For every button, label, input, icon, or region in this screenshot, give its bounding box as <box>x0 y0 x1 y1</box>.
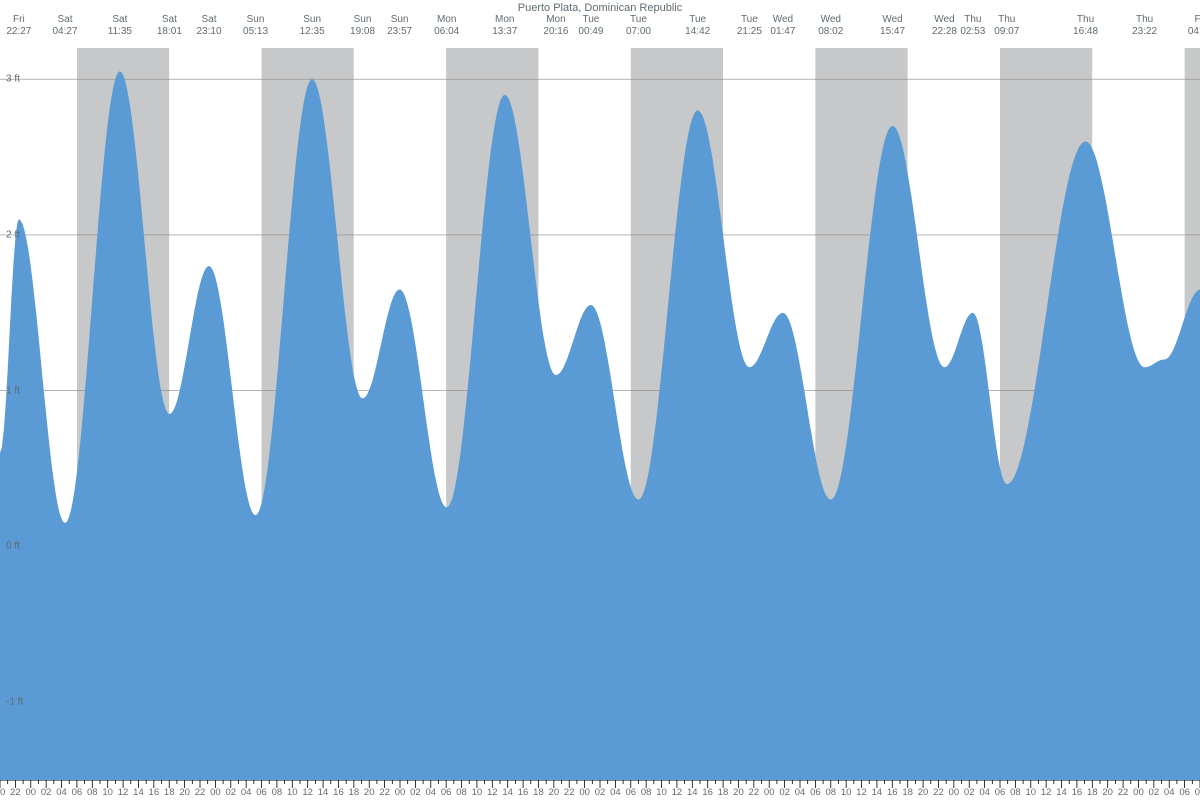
y-tick-label: 2 ft <box>6 229 20 240</box>
x-tick-label: 10 <box>1025 787 1036 798</box>
x-tick-label: 00 <box>210 787 221 798</box>
x-tick-label: 06 <box>625 787 636 798</box>
x-tick-label: 22 <box>749 787 760 798</box>
x-tick-label: 00 <box>764 787 775 798</box>
x-tick-label: 00 <box>25 787 36 798</box>
x-tick-label: 10 <box>656 787 667 798</box>
x-tick-label: 08 <box>1010 787 1021 798</box>
x-tick-label: 06 <box>995 787 1006 798</box>
x-tick-label: 02 <box>410 787 421 798</box>
x-tick-label: 02 <box>964 787 975 798</box>
x-tick-label: 20 <box>364 787 375 798</box>
x-tick-label: 12 <box>118 787 129 798</box>
x-tick-label: 02 <box>1149 787 1160 798</box>
x-tick-label: 20 <box>733 787 744 798</box>
x-tick-label: 12 <box>856 787 867 798</box>
x-tick-label: 22 <box>564 787 575 798</box>
x-tick-label: 20 <box>179 787 190 798</box>
x-tick-label: 06 <box>1179 787 1190 798</box>
x-tick-label: 00 <box>1133 787 1144 798</box>
x-tick-label: 10 <box>841 787 852 798</box>
x-tick-label: 04 <box>795 787 806 798</box>
x-tick-label: 10 <box>472 787 483 798</box>
tide-chart: Puerto Plata, Dominican Republic Fri22:2… <box>0 0 1200 800</box>
x-tick-label: 04 <box>425 787 436 798</box>
x-tick-label: 16 <box>149 787 160 798</box>
x-tick-label: 04 <box>56 787 67 798</box>
x-tick-label: 06 <box>441 787 452 798</box>
x-tick-label: 14 <box>687 787 698 798</box>
x-tick-label: 12 <box>672 787 683 798</box>
x-tick-label: 08 <box>87 787 98 798</box>
x-tick-label: 22 <box>933 787 944 798</box>
y-tick-label: -1 ft <box>6 697 23 708</box>
x-tick-label: 10 <box>287 787 298 798</box>
x-tick-label: 08 <box>825 787 836 798</box>
x-tick-label: 04 <box>1164 787 1175 798</box>
x-tick-label: 04 <box>241 787 252 798</box>
x-tick-label: 10 <box>102 787 113 798</box>
x-tick-label: 02 <box>225 787 236 798</box>
x-tick-label: 08 <box>641 787 652 798</box>
y-tick-label: 1 ft <box>6 385 20 396</box>
x-tick-label: 08 <box>272 787 283 798</box>
x-tick-label: 18 <box>164 787 175 798</box>
x-tick-label: 08 <box>456 787 467 798</box>
x-tick-label: 22 <box>379 787 390 798</box>
x-tick-label: 22 <box>10 787 21 798</box>
x-tick-label: 20 <box>1102 787 1113 798</box>
x-tick-label: 00 <box>579 787 590 798</box>
x-tick-label: 16 <box>1072 787 1083 798</box>
y-tick-label: 3 ft <box>6 74 20 85</box>
x-tick-label: 16 <box>702 787 713 798</box>
x-tick-label: 14 <box>133 787 144 798</box>
x-tick-label: 04 <box>979 787 990 798</box>
x-tick-label: 00 <box>395 787 406 798</box>
x-tick-label: 02 <box>779 787 790 798</box>
x-tick-label: 02 <box>595 787 606 798</box>
x-tick-label: 14 <box>872 787 883 798</box>
x-tick-label: 06 <box>256 787 267 798</box>
x-tick-label: 06 <box>72 787 83 798</box>
x-tick-label: 14 <box>502 787 513 798</box>
x-tick-label: 18 <box>1087 787 1098 798</box>
x-tick-label: 22 <box>195 787 206 798</box>
x-tick-label: 16 <box>333 787 344 798</box>
y-tick-label: 0 ft <box>6 541 20 552</box>
x-tick-label: 12 <box>302 787 313 798</box>
x-tick-label: 06 <box>810 787 821 798</box>
x-tick-label: 18 <box>718 787 729 798</box>
x-tick-label: 18 <box>902 787 913 798</box>
x-tick-label: 12 <box>487 787 498 798</box>
x-tick-label: 16 <box>887 787 898 798</box>
x-tick-label: 20 <box>0 787 5 798</box>
x-tick-label: 02 <box>41 787 52 798</box>
x-tick-label: 18 <box>533 787 544 798</box>
chart-svg <box>0 0 1200 800</box>
x-tick-label: 20 <box>549 787 560 798</box>
x-tick-label: 14 <box>318 787 329 798</box>
x-tick-label: 18 <box>349 787 360 798</box>
x-tick-label: 08 <box>1195 787 1200 798</box>
x-tick-label: 00 <box>949 787 960 798</box>
x-tick-label: 04 <box>610 787 621 798</box>
x-tick-label: 20 <box>918 787 929 798</box>
x-tick-label: 16 <box>518 787 529 798</box>
x-tick-label: 14 <box>1056 787 1067 798</box>
x-tick-label: 22 <box>1118 787 1129 798</box>
x-tick-label: 12 <box>1041 787 1052 798</box>
